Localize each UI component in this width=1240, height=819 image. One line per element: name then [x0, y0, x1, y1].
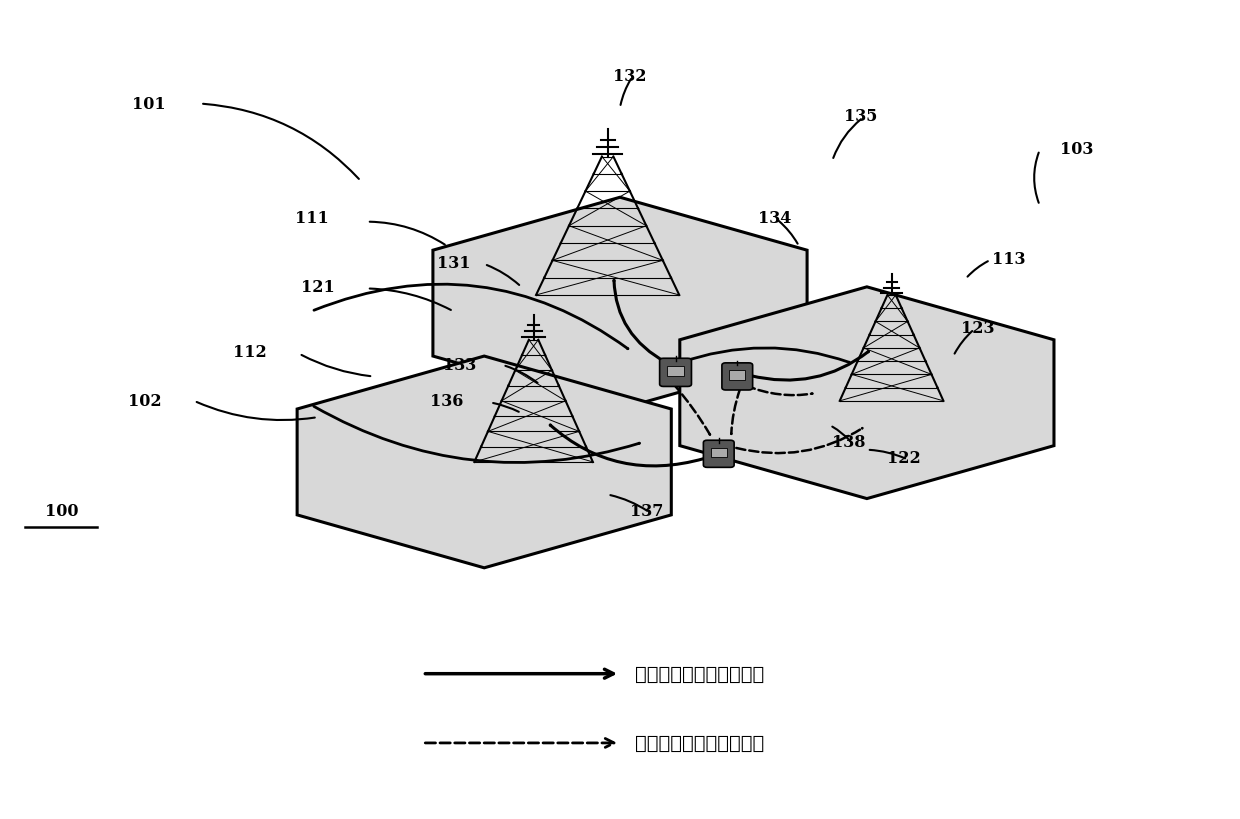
Polygon shape — [433, 198, 807, 410]
FancyArrowPatch shape — [1034, 153, 1039, 204]
FancyArrowPatch shape — [203, 105, 358, 179]
Text: 102: 102 — [128, 393, 161, 410]
Text: 来自期望用户的导频序列: 来自期望用户的导频序列 — [635, 664, 764, 683]
Bar — [711, 448, 727, 458]
Text: 121: 121 — [300, 279, 335, 296]
Text: 113: 113 — [992, 251, 1025, 268]
Text: 136: 136 — [430, 393, 464, 410]
Bar — [667, 367, 683, 377]
FancyArrowPatch shape — [551, 426, 704, 466]
Text: 135: 135 — [844, 108, 878, 125]
Text: 137: 137 — [630, 503, 663, 520]
FancyBboxPatch shape — [703, 441, 734, 468]
FancyArrowPatch shape — [197, 402, 315, 420]
FancyArrowPatch shape — [746, 386, 812, 396]
Text: 103: 103 — [1060, 141, 1094, 158]
FancyArrowPatch shape — [832, 427, 851, 441]
FancyBboxPatch shape — [722, 364, 753, 391]
FancyArrowPatch shape — [614, 281, 667, 364]
Text: 132: 132 — [613, 67, 646, 84]
Text: 100: 100 — [46, 503, 79, 520]
Text: 来自干扰用户的导频序列: 来自干扰用户的导频序列 — [635, 734, 764, 753]
FancyArrowPatch shape — [955, 332, 972, 354]
Text: 134: 134 — [758, 210, 791, 227]
FancyBboxPatch shape — [660, 359, 692, 387]
Polygon shape — [298, 356, 671, 568]
FancyArrowPatch shape — [673, 385, 711, 435]
FancyArrowPatch shape — [967, 262, 988, 278]
FancyArrowPatch shape — [678, 348, 849, 364]
Text: 138: 138 — [832, 433, 866, 450]
FancyArrowPatch shape — [370, 289, 451, 310]
Text: 133: 133 — [443, 356, 476, 373]
FancyArrowPatch shape — [314, 285, 627, 349]
FancyArrowPatch shape — [487, 265, 520, 286]
FancyArrowPatch shape — [314, 407, 640, 463]
FancyArrowPatch shape — [732, 389, 740, 434]
Text: 131: 131 — [436, 255, 470, 272]
FancyArrowPatch shape — [620, 80, 631, 106]
FancyArrowPatch shape — [494, 404, 518, 412]
FancyArrowPatch shape — [750, 352, 868, 381]
FancyArrowPatch shape — [610, 495, 647, 511]
Text: 123: 123 — [961, 319, 994, 337]
Text: 122: 122 — [887, 450, 921, 467]
FancyArrowPatch shape — [779, 222, 797, 244]
FancyArrowPatch shape — [506, 366, 538, 383]
FancyArrowPatch shape — [869, 450, 905, 459]
FancyArrowPatch shape — [833, 120, 861, 159]
Text: 111: 111 — [295, 210, 329, 227]
FancyArrowPatch shape — [370, 223, 445, 246]
FancyArrowPatch shape — [301, 355, 371, 377]
FancyArrowPatch shape — [737, 428, 863, 454]
Text: 101: 101 — [131, 96, 165, 113]
Polygon shape — [680, 287, 1054, 499]
Bar — [729, 371, 745, 380]
Text: 112: 112 — [233, 344, 267, 361]
